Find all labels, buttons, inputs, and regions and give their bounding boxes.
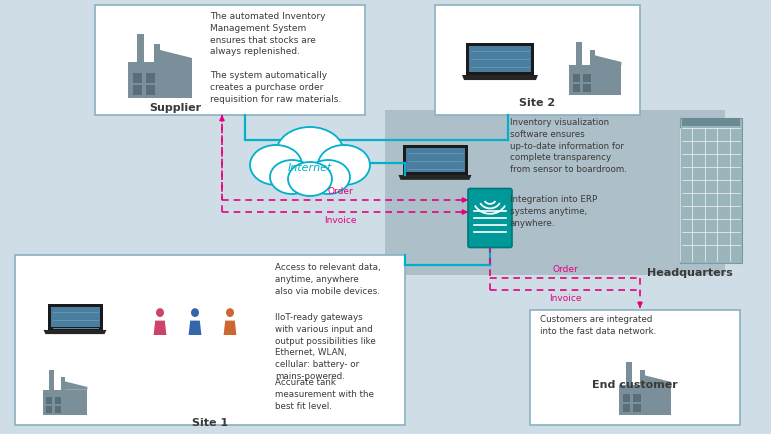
Text: Access to relevant data,
anytime, anywhere
also via mobile devices.: Access to relevant data, anytime, anywhe… [275,263,381,296]
Bar [466,43,534,75]
Polygon shape [618,385,672,415]
Text: Accurate tank
measurement with the
best fit level.: Accurate tank measurement with the best … [275,378,374,411]
Ellipse shape [276,127,344,179]
Ellipse shape [191,308,199,317]
Text: Headquarters: Headquarters [647,268,733,278]
Bar [634,394,641,402]
Bar [48,304,103,330]
Text: Supplier: Supplier [149,103,201,113]
Text: Invoice: Invoice [549,294,581,303]
Bar [402,145,467,175]
Bar [46,398,52,404]
Text: Inventory visualization
software ensures
up-to-date information for
complete tra: Inventory visualization software ensures… [510,118,627,174]
Polygon shape [43,330,106,334]
Polygon shape [65,381,87,390]
Polygon shape [645,375,672,385]
Polygon shape [153,44,160,62]
Bar [46,406,52,413]
Polygon shape [640,371,645,385]
Bar [469,46,531,72]
Bar [573,84,580,92]
Polygon shape [189,321,201,335]
Ellipse shape [306,160,350,194]
Bar [133,73,142,83]
Polygon shape [399,175,472,180]
Bar [406,148,464,172]
FancyBboxPatch shape [385,110,725,275]
FancyBboxPatch shape [95,5,365,115]
Polygon shape [153,321,167,335]
Text: Internet: Internet [288,163,332,173]
Polygon shape [224,321,237,335]
Bar [146,85,155,95]
Ellipse shape [226,308,234,317]
Ellipse shape [250,145,302,185]
Ellipse shape [156,308,164,317]
Text: Site 2: Site 2 [519,98,555,108]
Polygon shape [49,370,54,390]
Text: Order: Order [327,187,353,196]
Bar [146,73,155,83]
Ellipse shape [318,145,370,185]
Polygon shape [42,390,87,415]
Bar [573,74,580,82]
FancyBboxPatch shape [680,118,742,263]
FancyBboxPatch shape [15,255,405,425]
Bar [584,74,591,82]
Ellipse shape [288,162,332,196]
Bar [634,404,641,412]
Bar [133,85,142,95]
Text: The automated Inventory
Management System
ensures that stocks are
always repleni: The automated Inventory Management Syste… [210,12,342,104]
Bar [56,406,62,413]
Bar [584,84,591,92]
Bar [56,398,62,404]
Polygon shape [576,42,582,65]
Text: Customers are integrated
into the fast data network.: Customers are integrated into the fast d… [540,315,656,336]
Text: Invoice: Invoice [324,216,356,225]
Polygon shape [128,62,192,98]
Ellipse shape [270,160,314,194]
FancyBboxPatch shape [530,310,740,425]
Polygon shape [626,362,632,385]
Polygon shape [160,50,192,62]
Text: Site 1: Site 1 [192,418,228,428]
FancyBboxPatch shape [435,5,640,115]
Bar [50,307,99,327]
FancyBboxPatch shape [682,118,740,126]
Polygon shape [590,50,595,65]
Polygon shape [568,65,621,95]
Text: Integration into ERP
systems anytime,
anywhere.: Integration into ERP systems anytime, an… [510,195,598,227]
Bar [623,404,630,412]
Polygon shape [595,56,621,65]
Polygon shape [137,34,144,62]
Polygon shape [61,377,65,390]
Text: IIoT-ready gateways
with various input and
output possibilities like
Ethernet, W: IIoT-ready gateways with various input a… [275,313,375,381]
Text: End customer: End customer [592,380,678,390]
Polygon shape [462,75,538,80]
Bar [623,394,630,402]
Text: Order: Order [552,265,578,274]
FancyBboxPatch shape [468,188,512,247]
